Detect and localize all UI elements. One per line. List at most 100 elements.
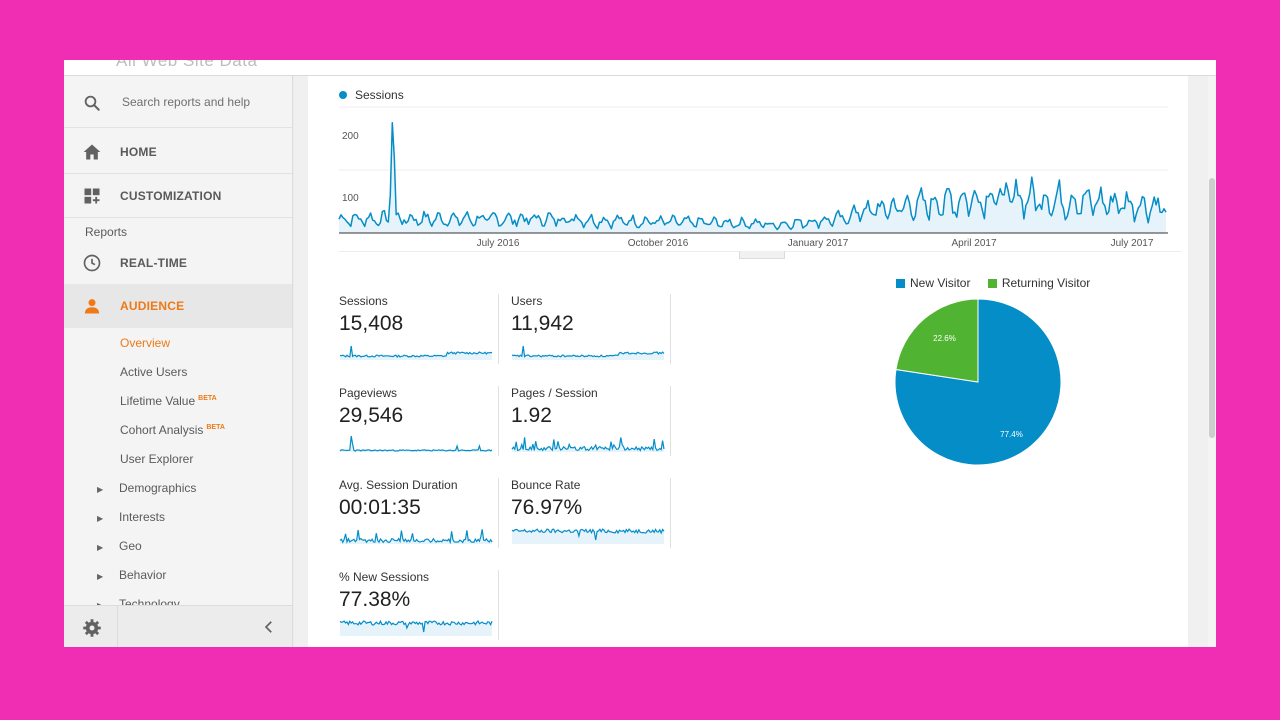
collapse-sidebar-icon[interactable] (260, 618, 278, 636)
caret-right-icon: ▶ (97, 514, 104, 523)
reports-section-label: Reports (85, 225, 128, 239)
metric-value: 1.92 (511, 404, 552, 427)
nav-home-label: HOME (120, 145, 157, 159)
sparkline-line (339, 435, 493, 452)
tree-item-label: Behavior (119, 568, 167, 582)
person-icon (84, 299, 100, 314)
cohort-analysis-link[interactable]: Cohort Analysis BETA (120, 423, 225, 437)
sparkline (511, 528, 665, 544)
x-tick-label: October 2016 (628, 238, 689, 249)
user-explorer-link[interactable]: User Explorer (120, 452, 194, 466)
sparkline-area (512, 529, 664, 544)
sparkline (511, 437, 665, 452)
tree-item-label: Demographics (119, 481, 197, 495)
sessions-area (339, 122, 1166, 233)
caret-right-icon: ▶ (97, 543, 104, 552)
sparkline (339, 345, 493, 360)
audience-overview-link[interactable]: Overview (120, 336, 171, 350)
cohort-analysis-label: Cohort Analysis (120, 423, 204, 437)
sparkline-area (340, 529, 492, 544)
legend-dot (339, 91, 347, 99)
sparkline-area (340, 346, 492, 360)
metric-title: Pageviews (339, 386, 398, 400)
sparkline (339, 435, 493, 452)
sparkline-area (340, 621, 492, 636)
pie-legend: New Visitor Returning Visitor (896, 276, 1090, 290)
view-selector-title[interactable]: All Web Site Data (116, 60, 258, 70)
sparkline-line (339, 529, 493, 545)
metric-value: 29,546 (339, 404, 404, 427)
scrollbar-thumb[interactable] (1209, 178, 1215, 438)
pie-slice-label: 77.4% (1000, 430, 1023, 439)
tree-item-label: Geo (119, 539, 142, 553)
metric-pages-per-session[interactable]: Pages / Session 1.92 (511, 386, 671, 456)
metric-pageviews[interactable]: Pageviews 29,546 (339, 386, 499, 456)
legend-swatch-new-visitor (896, 279, 905, 288)
metric-value: 76.97% (511, 496, 583, 519)
nav-customization-label: CUSTOMIZATION (120, 189, 222, 203)
legend-swatch-returning-visitor (987, 279, 997, 288)
tree-item-demographics[interactable]: ▶ Demographics (97, 481, 196, 495)
clock-icon (83, 254, 101, 272)
sparkline-line (339, 619, 493, 633)
search-bar[interactable]: Search reports and help (64, 76, 292, 128)
pie-slice-returning-visitor[interactable] (895, 298, 979, 383)
sparkline (339, 619, 493, 636)
visitor-pie-chart[interactable]: 77.4% 22.6% (894, 298, 1064, 468)
metric-users[interactable]: Users 11,942 (511, 294, 671, 364)
nav-realtime-label: REAL-TIME (120, 256, 188, 270)
beta-badge: BETA (206, 424, 225, 431)
sparkline (339, 529, 493, 545)
sessions-line-chart[interactable]: 200 100 July 2016 October 2016 January 2… (308, 102, 1188, 252)
main-content: Sessions 200 100 July 2016 October 2016 … (294, 76, 1216, 647)
gear-icon (83, 619, 101, 637)
sparkline (511, 345, 665, 360)
nav-home[interactable]: HOME (64, 130, 292, 174)
metric-title: Sessions (339, 294, 388, 308)
analytics-window: All Web Site Data Search reports and hel… (64, 60, 1216, 647)
nav-audience-label: AUDIENCE (120, 299, 185, 313)
legend-returning-visitor[interactable]: Returning Visitor (1001, 276, 1091, 290)
search-input[interactable]: Search reports and help (122, 95, 251, 109)
metric-title: Bounce Rate (511, 478, 581, 492)
tree-item-behavior[interactable]: ▶ Behavior (97, 568, 166, 582)
tree-item-label: Interests (119, 510, 166, 524)
metric-title: % New Sessions (339, 570, 430, 584)
top-bar: All Web Site Data (64, 60, 1216, 76)
metric-title: Users (511, 294, 543, 308)
x-tick-label: January 2017 (788, 238, 849, 249)
legend-new-visitor[interactable]: New Visitor (910, 276, 971, 290)
metric-value: 11,942 (511, 312, 574, 335)
home-icon (83, 144, 101, 160)
lifetime-value-link[interactable]: Lifetime Value BETA (120, 394, 217, 408)
sidebar-footer (64, 605, 292, 647)
sparkline-line (511, 437, 665, 452)
metric-value: 77.38% (339, 588, 411, 611)
tree-item-interests[interactable]: ▶ Interests (97, 510, 165, 524)
active-users-link[interactable]: Active Users (120, 365, 188, 379)
sparkline-line (511, 345, 665, 358)
metric-bounce-rate[interactable]: Bounce Rate 76.97% (511, 478, 671, 548)
x-tick-label: July 2017 (1111, 238, 1154, 249)
y-tick-label: 100 (342, 193, 359, 204)
sidebar: Search reports and help HOME CUSTOMIZATI… (64, 76, 293, 647)
divider (64, 173, 292, 174)
sessions-legend[interactable]: Sessions (339, 88, 404, 102)
metric-value: 15,408 (339, 312, 404, 335)
metric-new-sessions[interactable]: % New Sessions 77.38% (339, 570, 499, 640)
sparkline-line (511, 528, 665, 541)
divider (64, 217, 292, 218)
admin-button[interactable] (64, 606, 118, 647)
scrollbar[interactable] (1208, 76, 1216, 647)
metric-sessions[interactable]: Sessions 15,408 (339, 294, 499, 364)
tree-item-geo[interactable]: ▶ Geo (97, 539, 142, 553)
metric-title: Pages / Session (511, 386, 598, 400)
metric-avg-session-duration[interactable]: Avg. Session Duration 00:01:35 (339, 478, 499, 548)
x-tick-label: April 2017 (951, 238, 996, 249)
nav-customization[interactable]: CUSTOMIZATION (64, 174, 292, 218)
nav-audience[interactable]: AUDIENCE (64, 284, 292, 328)
nav-realtime[interactable]: REAL-TIME (64, 241, 292, 285)
metric-title: Avg. Session Duration (339, 478, 458, 492)
sparkline-area (512, 346, 664, 360)
chart-collapse-toggle[interactable] (739, 251, 785, 259)
